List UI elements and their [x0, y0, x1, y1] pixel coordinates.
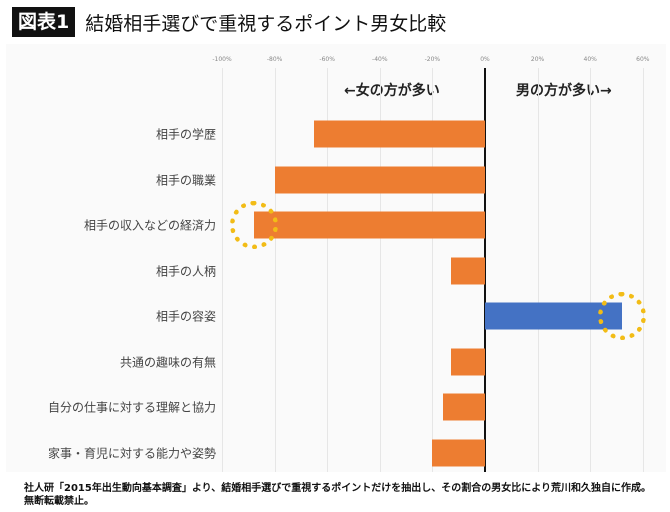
- x-tick-label: 40%: [583, 56, 597, 63]
- male-more-annotation: 男の方が多い→: [516, 83, 612, 99]
- bar-female: [314, 120, 485, 148]
- category-label: 相手の人柄: [155, 264, 216, 278]
- chart-plot-area: ←女の方が多い 男の方が多い→ -100% -80% -60% -40% -20% 0% 2…: [6, 44, 666, 472]
- gridline: [642, 68, 644, 472]
- bar-female: [432, 439, 485, 466]
- x-tick-label: -40%: [372, 56, 388, 63]
- source-note: 社人研「2015年出生動向基本調査」より、結婚相手選びで重視するポイントだけを抽…: [24, 483, 652, 507]
- category-label: 共通の趣味の有無: [119, 355, 216, 369]
- figure-badge: 図表1: [12, 7, 76, 37]
- x-tick-label: -60%: [319, 56, 335, 63]
- gridline: [222, 68, 223, 472]
- x-tick-label: -20%: [424, 56, 441, 63]
- category-label: 相手の学歴: [155, 127, 216, 142]
- gridline: [432, 68, 434, 472]
- x-tick-label: 0%: [480, 56, 490, 63]
- bar-female: [450, 257, 485, 284]
- zero-axis-line: [484, 68, 486, 472]
- bar-female: [450, 348, 485, 375]
- gridline: [379, 68, 381, 472]
- category-label: 自分の仕事に対する理解と協力: [47, 400, 216, 415]
- bar-female: [442, 393, 485, 421]
- x-tick-label: 20%: [530, 56, 545, 63]
- category-label: 相手の収入などの経済力: [83, 218, 216, 233]
- bar-female: [253, 211, 485, 239]
- bar-female: [274, 166, 485, 193]
- highlight-circle: [229, 201, 278, 249]
- x-tick-label: 60%: [636, 56, 650, 63]
- header: 図表1 結婚相手選びで重視するポイント男女比較: [0, 0, 670, 44]
- highlight-circle: [597, 292, 646, 340]
- gridline: [537, 68, 539, 472]
- gridline: [274, 68, 276, 472]
- gridline: [590, 68, 592, 472]
- female-more-annotation: ←女の方が多い: [344, 83, 440, 99]
- category-label: 家事・育児に対する能力や姿勢: [47, 446, 216, 460]
- chart-title: 結婚相手選びで重視するポイント男女比較: [85, 12, 447, 35]
- x-tick-label: -100%: [212, 56, 232, 63]
- x-tick-label: -80%: [266, 56, 283, 63]
- category-label: 相手の容姿: [155, 309, 216, 324]
- gridline: [327, 68, 329, 472]
- category-label: 相手の職業: [155, 173, 216, 187]
